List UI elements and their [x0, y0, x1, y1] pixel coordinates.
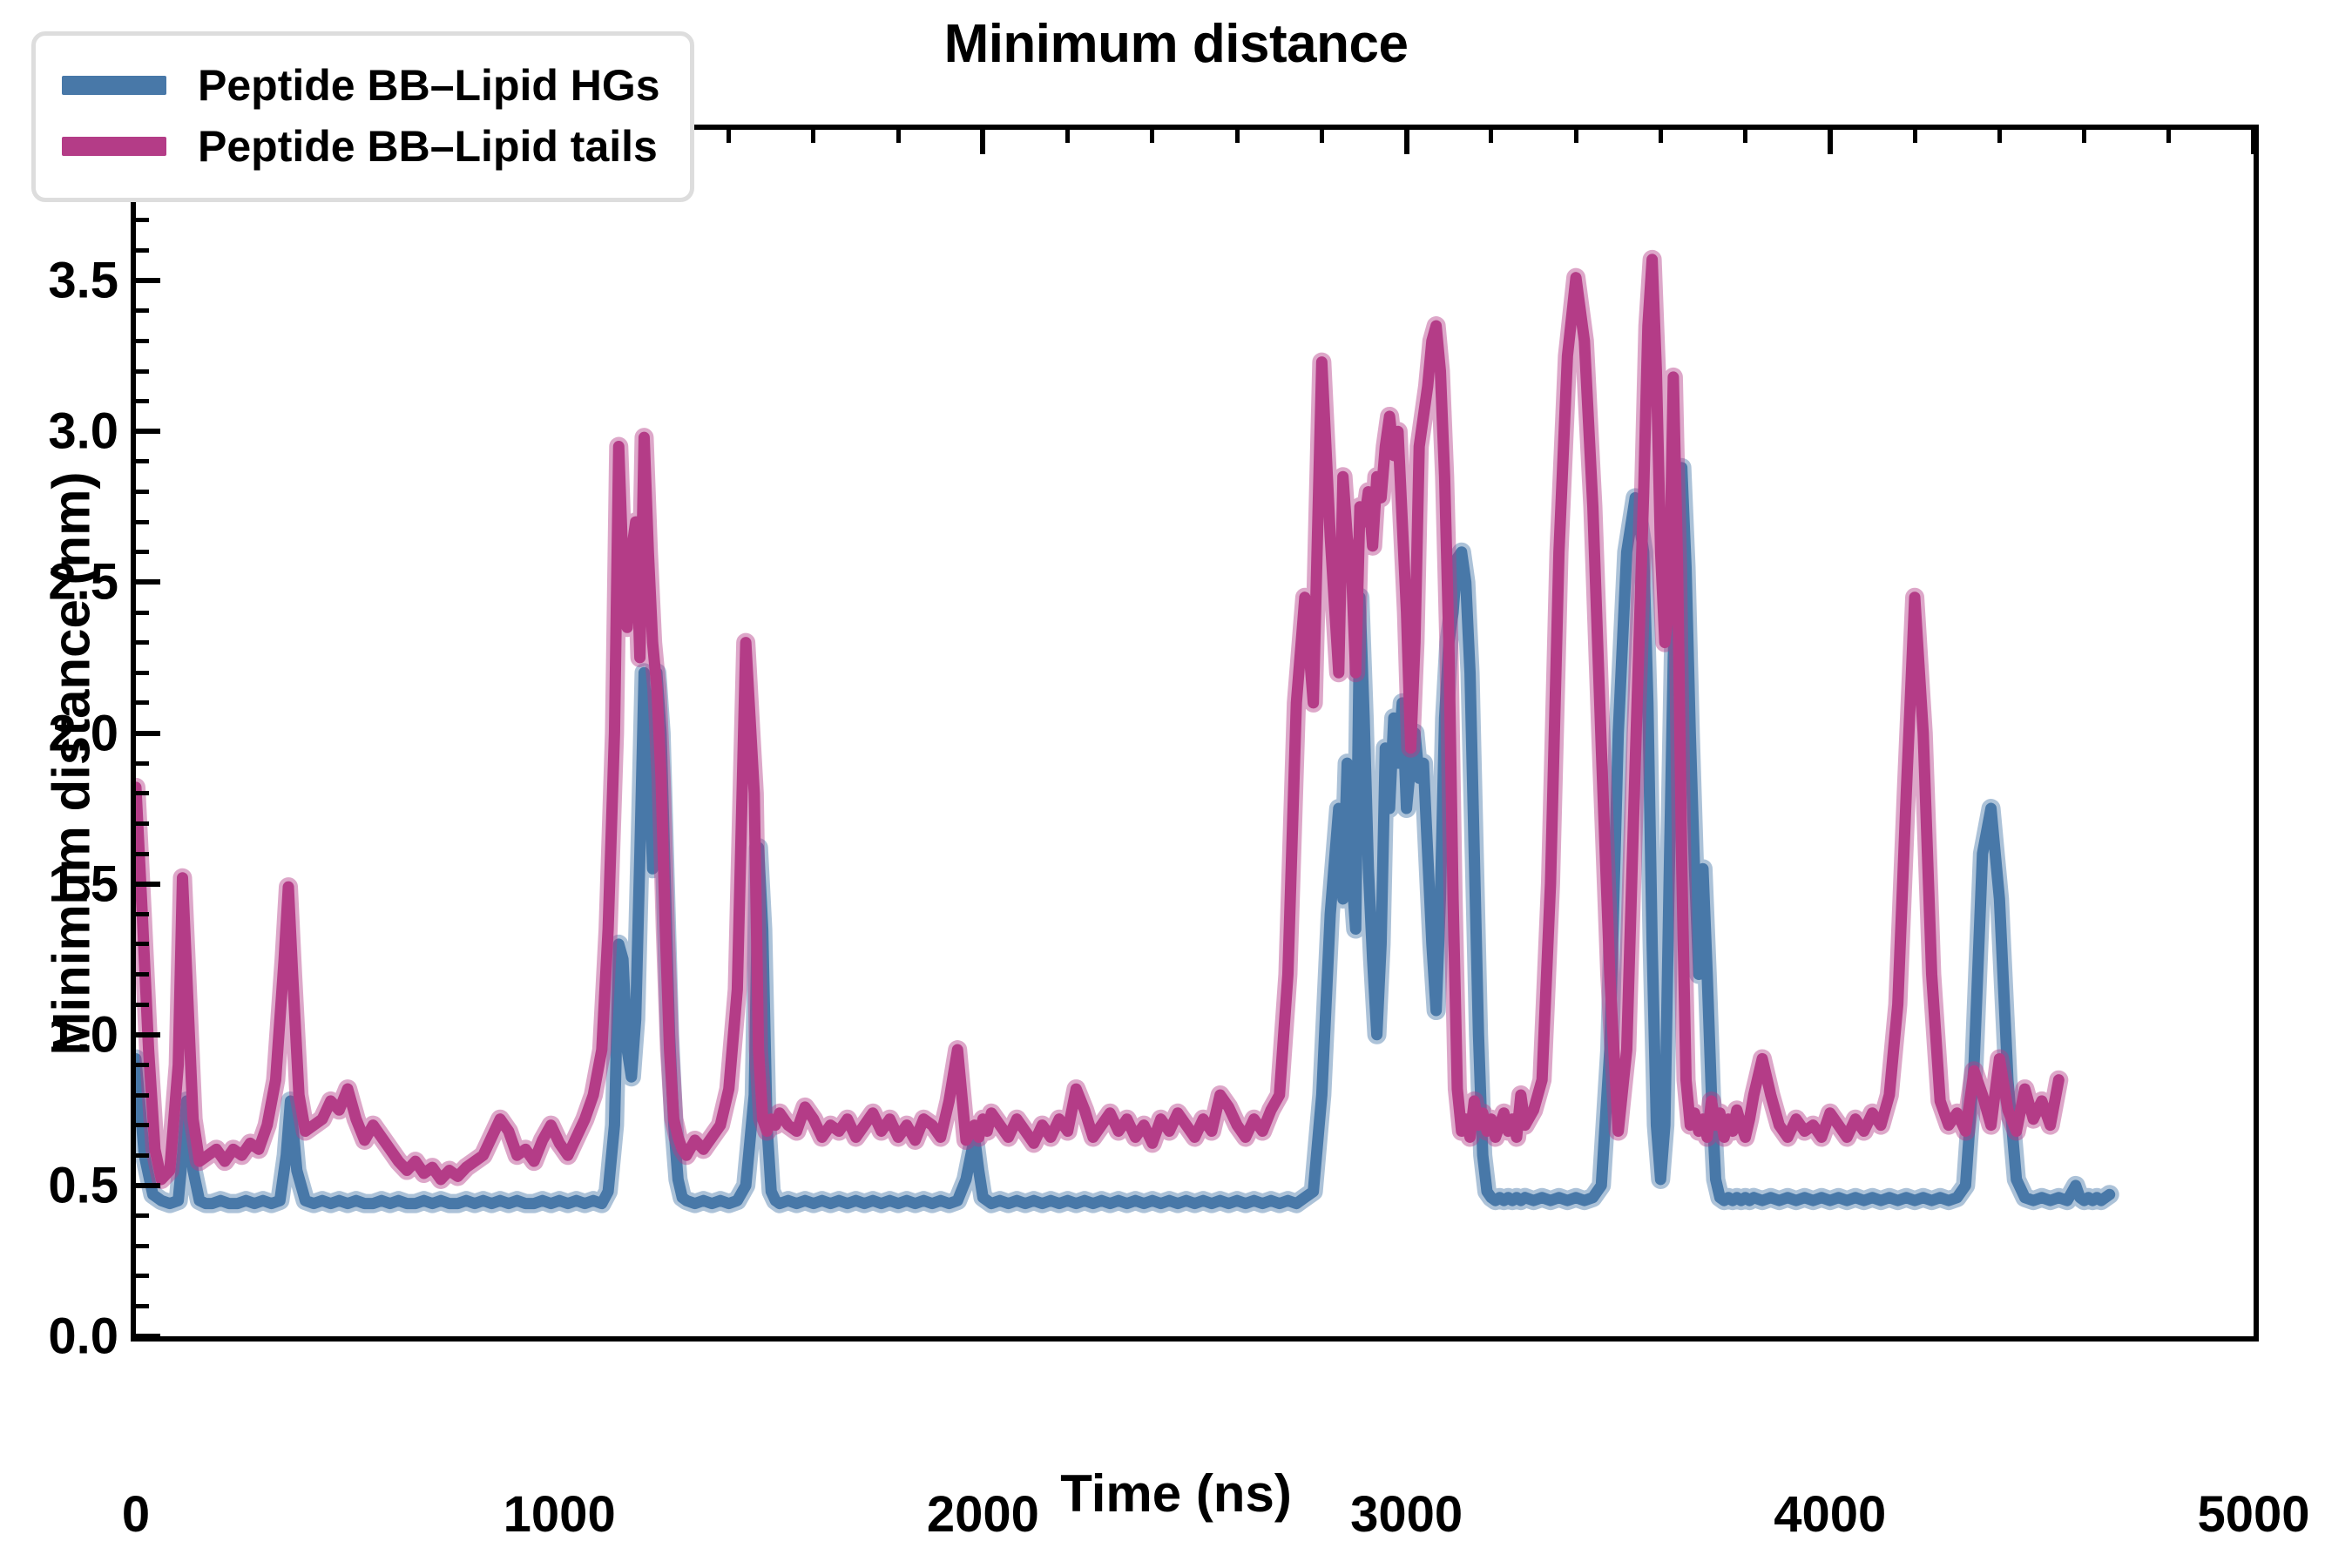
y-tick-minor [134, 1062, 149, 1067]
x-tick-minor [811, 128, 816, 143]
y-tick-minor [134, 399, 149, 404]
y-tick-major [134, 579, 160, 585]
y-tick-minor [134, 1243, 149, 1248]
y-tick-minor [134, 1274, 149, 1279]
y-tick-label: 0.5 [48, 1157, 118, 1214]
y-tick-minor [134, 851, 149, 856]
x-tick-minor [896, 128, 901, 143]
x-tick-label: 2000 [926, 1486, 1039, 1543]
y-tick-minor [134, 640, 149, 645]
x-tick-minor [1150, 128, 1155, 143]
y-tick-minor [134, 218, 149, 223]
x-tick-minor [1658, 128, 1663, 143]
x-tick-major [1827, 128, 1833, 154]
y-tick-minor [134, 1123, 149, 1128]
x-tick-minor [727, 128, 732, 143]
y-tick-minor [134, 791, 149, 796]
x-axis-label: Time (ns) [1060, 1464, 1292, 1523]
legend-swatch-tails [62, 137, 166, 156]
y-tick-label: 3.0 [48, 402, 118, 460]
y-tick-minor [134, 942, 149, 947]
y-tick-minor [134, 1303, 149, 1308]
x-tick-major [980, 128, 986, 154]
y-tick-label: 1.5 [48, 855, 118, 913]
x-tick-minor [1489, 128, 1494, 143]
series-line-hgs [136, 462, 2116, 1210]
legend-label-hgs: Peptide BB–Lipid HGs [198, 61, 660, 110]
chart-title: Minimum distance [943, 14, 1409, 74]
y-tick-label: 3.5 [48, 252, 118, 309]
y-tick-minor [134, 248, 149, 253]
y-tick-minor [134, 1152, 149, 1158]
legend-item-peptide-bb-lipid-hgs[interactable]: Peptide BB–Lipid HGs [62, 55, 660, 116]
y-tick-major [134, 881, 160, 887]
x-tick-minor [2082, 128, 2087, 143]
y-tick-label: 2.0 [48, 705, 118, 761]
legend-swatch-hgs [62, 76, 166, 95]
y-tick-minor [134, 972, 149, 977]
y-tick-major [134, 730, 160, 736]
x-tick-label: 0 [121, 1486, 151, 1543]
x-tick-minor [2166, 128, 2172, 143]
x-tick-label: 3000 [1350, 1486, 1463, 1543]
y-tick-minor [134, 610, 149, 615]
y-tick-major [134, 1334, 160, 1339]
y-tick-minor [134, 519, 149, 524]
plot-area: 0.00.51.01.52.02.53.03.54.00100020003000… [48, 102, 2309, 1544]
plot-svg [136, 249, 2119, 1213]
x-tick-minor [1743, 128, 1748, 143]
series-halo-tails [136, 249, 2069, 1189]
x-tick-minor [1319, 128, 1324, 143]
x-tick-label: 4000 [1774, 1486, 1887, 1543]
y-tick-minor [134, 911, 149, 916]
series-halo-hgs [136, 457, 2119, 1213]
y-tick-minor [134, 490, 149, 494]
y-tick-minor [134, 1092, 149, 1098]
y-tick-major [134, 1182, 160, 1188]
y-tick-minor [134, 338, 149, 343]
series-line-tails [136, 253, 2065, 1186]
y-tick-minor [134, 459, 149, 464]
legend-label-tails: Peptide BB–Lipid tails [198, 122, 658, 171]
y-tick-label: 0.0 [48, 1308, 118, 1365]
x-tick-label: 5000 [2197, 1486, 2310, 1543]
y-tick-minor [134, 1002, 149, 1007]
x-tick-minor [1997, 128, 2002, 143]
x-tick-minor [1234, 128, 1240, 143]
y-tick-minor [134, 550, 149, 555]
y-tick-major [134, 429, 160, 435]
y-tick-label: 2.5 [48, 553, 118, 611]
x-tick-major [2251, 128, 2256, 154]
legend-item-peptide-bb-lipid-tails[interactable]: Peptide BB–Lipid tails [62, 116, 660, 177]
y-tick-major [134, 1031, 160, 1037]
x-tick-minor [1573, 128, 1578, 143]
y-tick-label: 1.0 [48, 1006, 118, 1064]
x-tick-minor [1065, 128, 1071, 143]
y-tick-minor [134, 700, 149, 706]
y-tick-major [134, 278, 160, 284]
y-tick-minor [134, 670, 149, 675]
x-tick-label: 1000 [503, 1486, 616, 1543]
x-tick-major [1403, 128, 1409, 154]
y-tick-minor [134, 821, 149, 826]
x-tick-minor [1912, 128, 1917, 143]
chart-legend: Peptide BB–Lipid HGs Peptide BB–Lipid ta… [31, 31, 694, 202]
y-tick-minor [134, 760, 149, 766]
y-tick-minor [134, 308, 149, 314]
y-tick-minor [134, 368, 149, 374]
y-tick-minor [134, 1213, 149, 1218]
